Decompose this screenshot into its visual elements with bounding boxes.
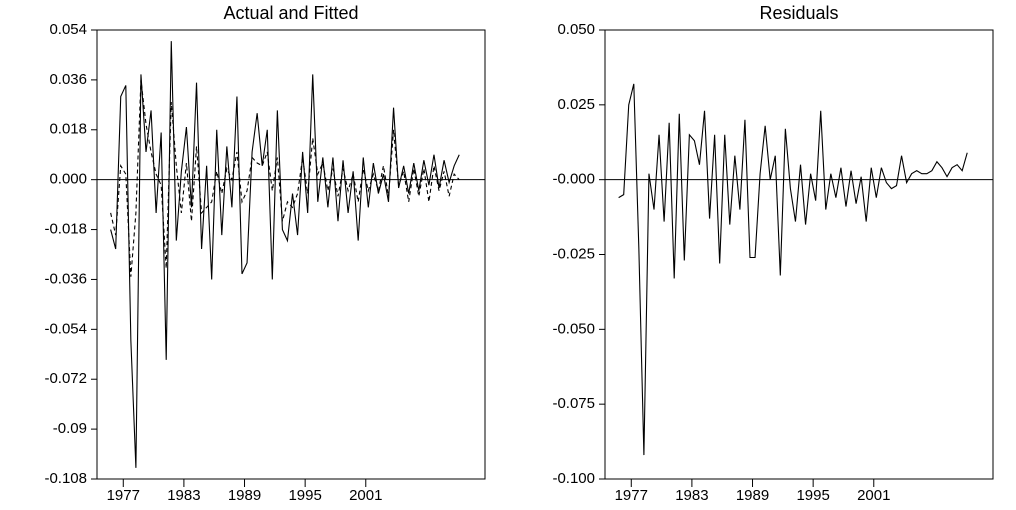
y-tick-label: -0.072 xyxy=(44,370,87,387)
y-tick-label: -0.050 xyxy=(552,320,595,337)
plot-frame xyxy=(96,29,486,480)
x-tick-label: 1989 xyxy=(228,487,261,504)
series-line xyxy=(110,79,460,277)
y-tick-label: -0.018 xyxy=(44,221,87,238)
y-tick-label: -0.054 xyxy=(44,320,87,337)
series-line xyxy=(110,41,460,468)
y-tick-label: -0.025 xyxy=(552,245,595,262)
y-tick-label: 0.018 xyxy=(49,121,87,138)
y-tick-label: -0.036 xyxy=(44,270,87,287)
y-tick-label: -0.075 xyxy=(552,395,595,412)
x-tick-label: 1983 xyxy=(167,487,200,504)
chart-title: Actual and Fitted xyxy=(223,3,358,23)
x-tick-label: 1989 xyxy=(736,487,769,504)
y-tick-label: 0.050 xyxy=(557,21,595,38)
plot-frame xyxy=(604,29,994,480)
x-tick-label: 1983 xyxy=(675,487,708,504)
y-tick-label: -0.000 xyxy=(552,171,595,188)
series-line xyxy=(618,83,968,456)
x-tick-label: 2001 xyxy=(349,487,382,504)
y-tick-label: -0.108 xyxy=(44,470,87,487)
y-tick-label: -0.100 xyxy=(552,470,595,487)
x-tick-label: 1995 xyxy=(288,487,321,504)
y-tick-label: 0.025 xyxy=(557,96,595,113)
y-tick-label: 0.000 xyxy=(49,171,87,188)
x-tick-label: 1995 xyxy=(796,487,829,504)
chart-title: Residuals xyxy=(759,3,838,23)
y-tick-label: 0.036 xyxy=(49,71,87,88)
x-tick-label: 1977 xyxy=(107,487,140,504)
y-tick-label: -0.09 xyxy=(53,420,87,437)
y-tick-label: 0.054 xyxy=(49,21,87,38)
x-tick-label: 1977 xyxy=(615,487,648,504)
x-tick-label: 2001 xyxy=(857,487,890,504)
